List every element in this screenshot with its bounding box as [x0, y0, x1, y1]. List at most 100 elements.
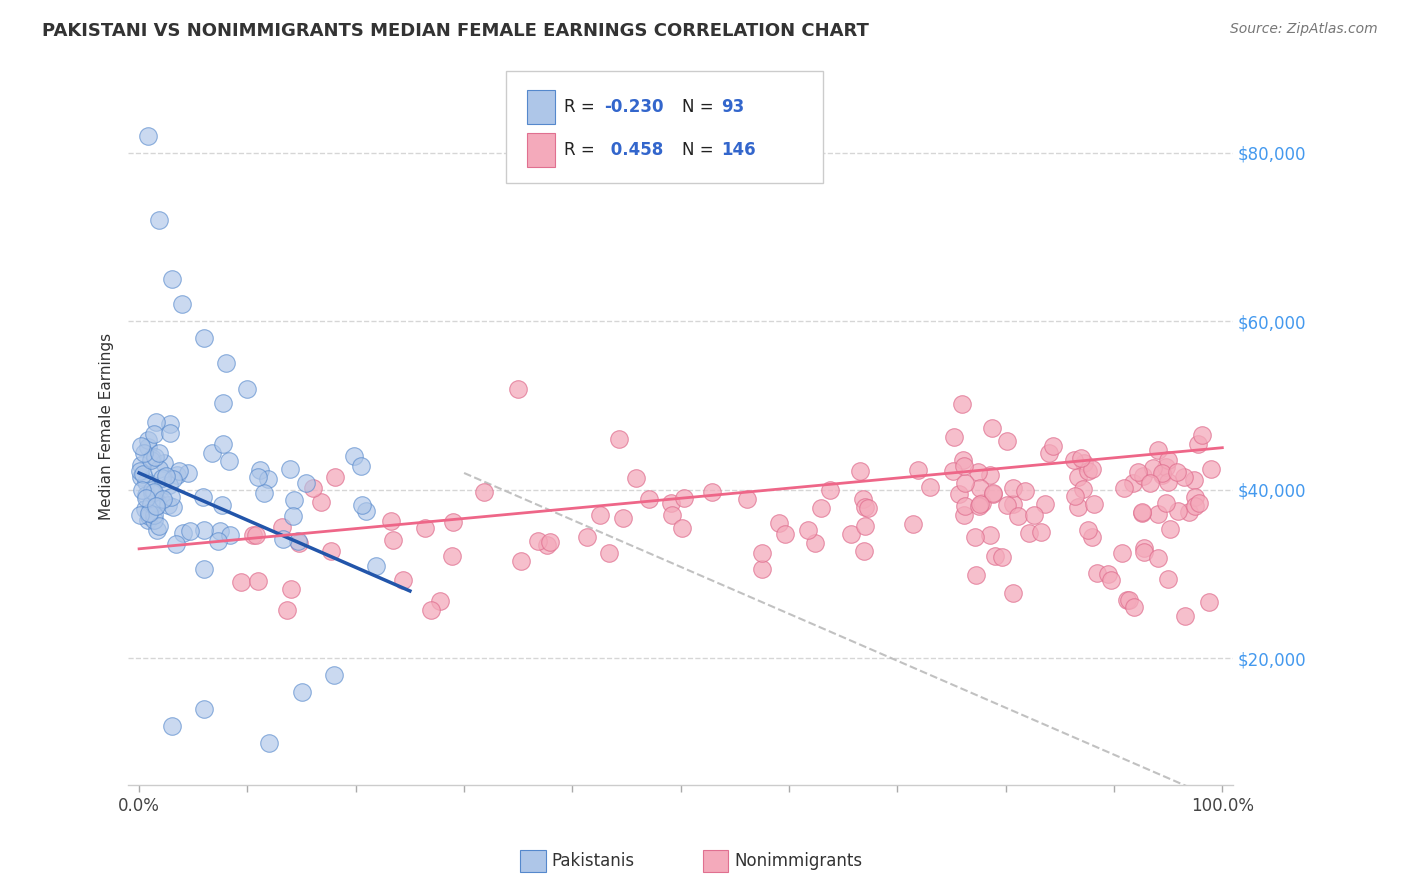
Point [1115, 593, 1137, 607]
Point [142, 427, 165, 442]
Point [252, 485, 274, 500]
Point [901, 516, 924, 531]
Point [145, 500, 167, 514]
Point [319, 543, 342, 558]
Point [1130, 505, 1153, 519]
Point [381, 533, 404, 547]
Point [160, 272, 183, 286]
Point [131, 483, 153, 497]
Point [626, 471, 648, 485]
Point [1064, 489, 1087, 503]
Point [145, 523, 167, 537]
Point [135, 491, 157, 506]
Point [981, 486, 1004, 500]
Point [1201, 462, 1223, 476]
Point [350, 498, 373, 512]
Point [153, 456, 176, 470]
Point [413, 521, 436, 535]
Point [141, 483, 163, 498]
Text: Nonimmigrants: Nonimmigrants [734, 852, 862, 871]
Point [256, 472, 278, 486]
Point [967, 465, 990, 479]
Point [1191, 428, 1213, 442]
Point [995, 434, 1018, 449]
Point [576, 530, 599, 544]
Point [167, 465, 190, 479]
Point [1156, 496, 1178, 510]
Point [177, 466, 200, 480]
Point [1187, 436, 1209, 450]
Point [768, 516, 790, 530]
Point [391, 574, 413, 588]
Point [983, 549, 1005, 563]
Point [1114, 481, 1136, 495]
Point [236, 382, 259, 396]
Point [1077, 464, 1099, 478]
Text: -0.230: -0.230 [605, 97, 664, 116]
Point [148, 446, 170, 460]
Text: Source: ZipAtlas.com: Source: ZipAtlas.com [1230, 22, 1378, 37]
Text: N =: N = [682, 97, 718, 116]
Point [157, 498, 180, 512]
Point [995, 498, 1018, 512]
Point [856, 501, 879, 516]
Point [1198, 595, 1220, 609]
Point [661, 508, 683, 522]
Point [851, 492, 873, 507]
Point [952, 452, 974, 467]
Point [136, 441, 159, 455]
Point [215, 356, 238, 370]
Point [141, 451, 163, 466]
Point [991, 550, 1014, 565]
Point [953, 459, 976, 474]
Point [1042, 439, 1064, 453]
Point [160, 490, 183, 504]
Point [1133, 544, 1156, 558]
Point [1157, 475, 1180, 490]
Point [162, 500, 184, 514]
Point [290, 685, 312, 699]
Point [295, 476, 318, 491]
Point [1157, 573, 1180, 587]
Point [165, 537, 187, 551]
Point [138, 509, 160, 524]
Point [207, 534, 229, 549]
Point [536, 538, 558, 552]
Point [853, 519, 876, 533]
Point [526, 534, 548, 549]
Point [350, 458, 373, 473]
Point [247, 470, 270, 484]
Point [247, 574, 270, 588]
Point [145, 415, 167, 429]
Point [1067, 500, 1090, 515]
Point [283, 493, 305, 508]
Point [218, 527, 240, 541]
Point [1067, 470, 1090, 484]
Point [145, 499, 167, 513]
Point [1097, 566, 1119, 581]
Point [969, 481, 991, 495]
Point [1022, 508, 1045, 522]
Point [157, 478, 180, 492]
Point [179, 524, 201, 539]
Point [1033, 497, 1056, 511]
Point [160, 719, 183, 733]
Point [129, 508, 152, 522]
Point [193, 702, 215, 716]
Point [1111, 546, 1133, 560]
Point [1132, 469, 1154, 483]
Point [271, 532, 294, 546]
Point [193, 562, 215, 576]
Point [281, 509, 304, 524]
Point [1147, 551, 1170, 566]
Point [735, 491, 758, 506]
Point [918, 480, 941, 494]
Point [1188, 495, 1211, 509]
Point [659, 496, 682, 510]
Point [1159, 522, 1181, 536]
Point [818, 483, 841, 497]
Point [1038, 446, 1060, 460]
Point [343, 450, 366, 464]
Point [1157, 453, 1180, 467]
Point [671, 521, 693, 535]
